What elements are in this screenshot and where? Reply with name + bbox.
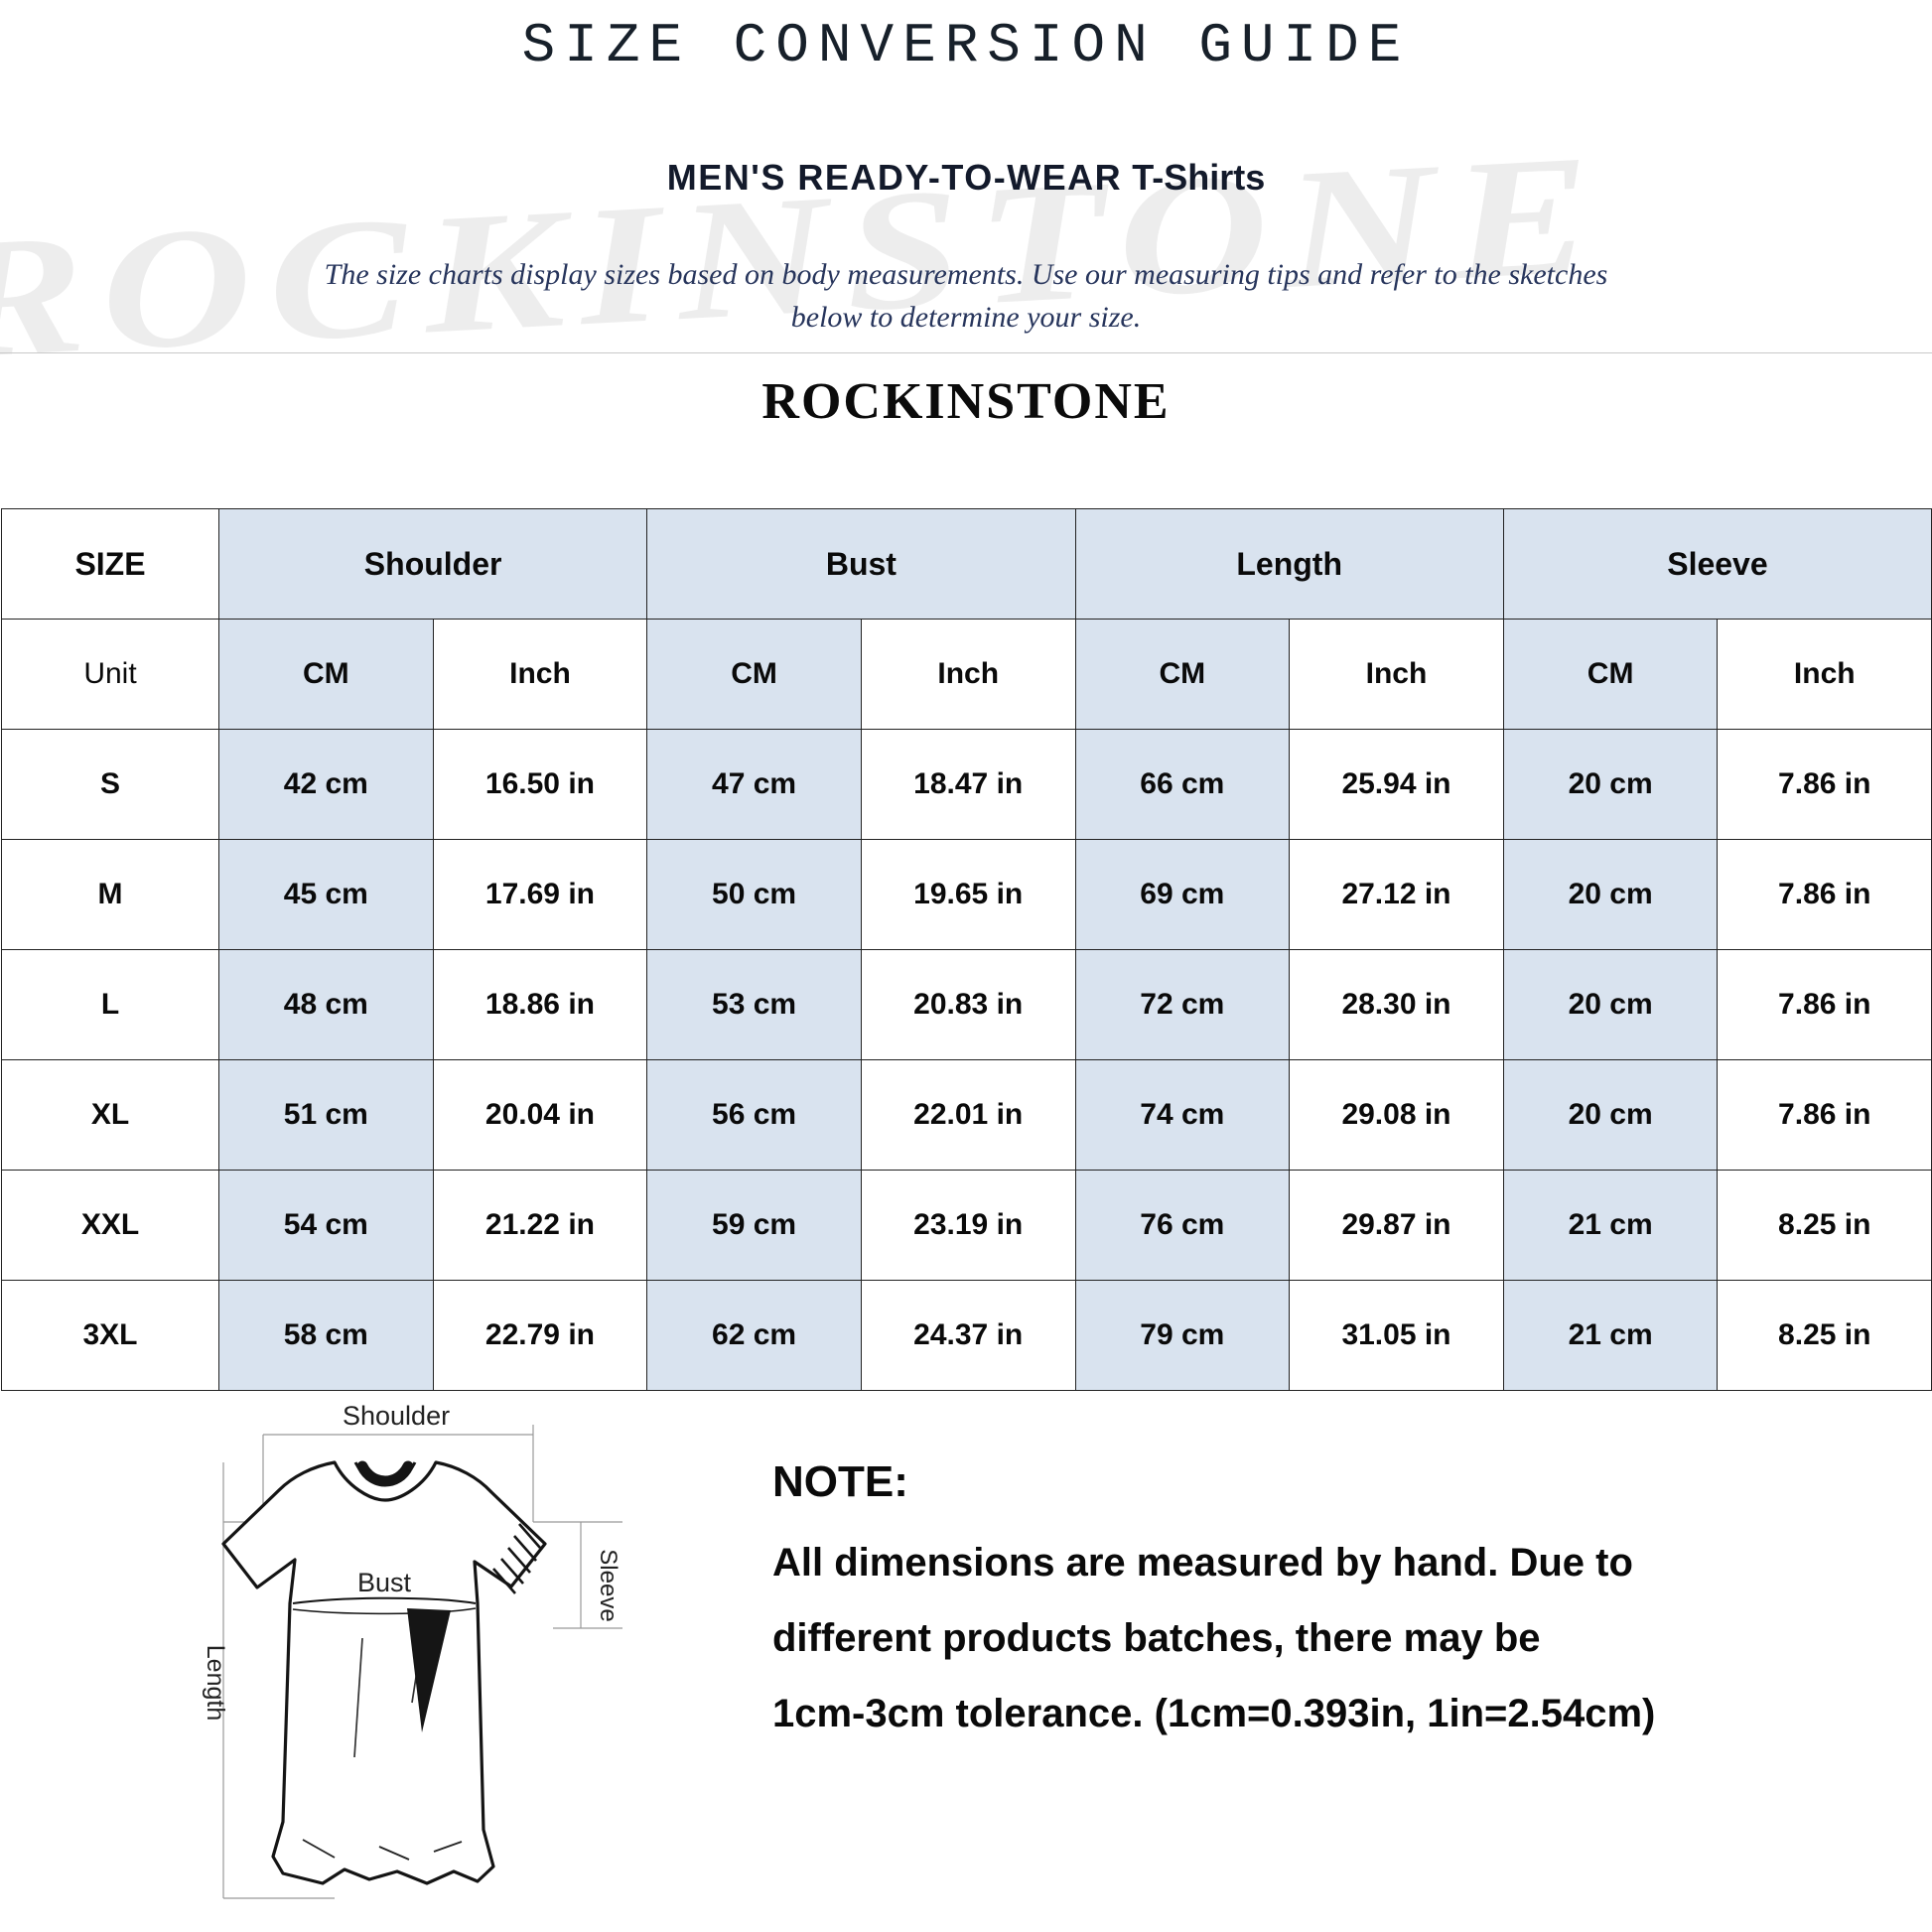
svg-text:Length: Length <box>202 1645 229 1721</box>
svg-text:Bust: Bust <box>357 1568 412 1597</box>
svg-text:Shoulder: Shoulder <box>343 1405 450 1431</box>
svg-text:Sleeve: Sleeve <box>595 1549 621 1621</box>
